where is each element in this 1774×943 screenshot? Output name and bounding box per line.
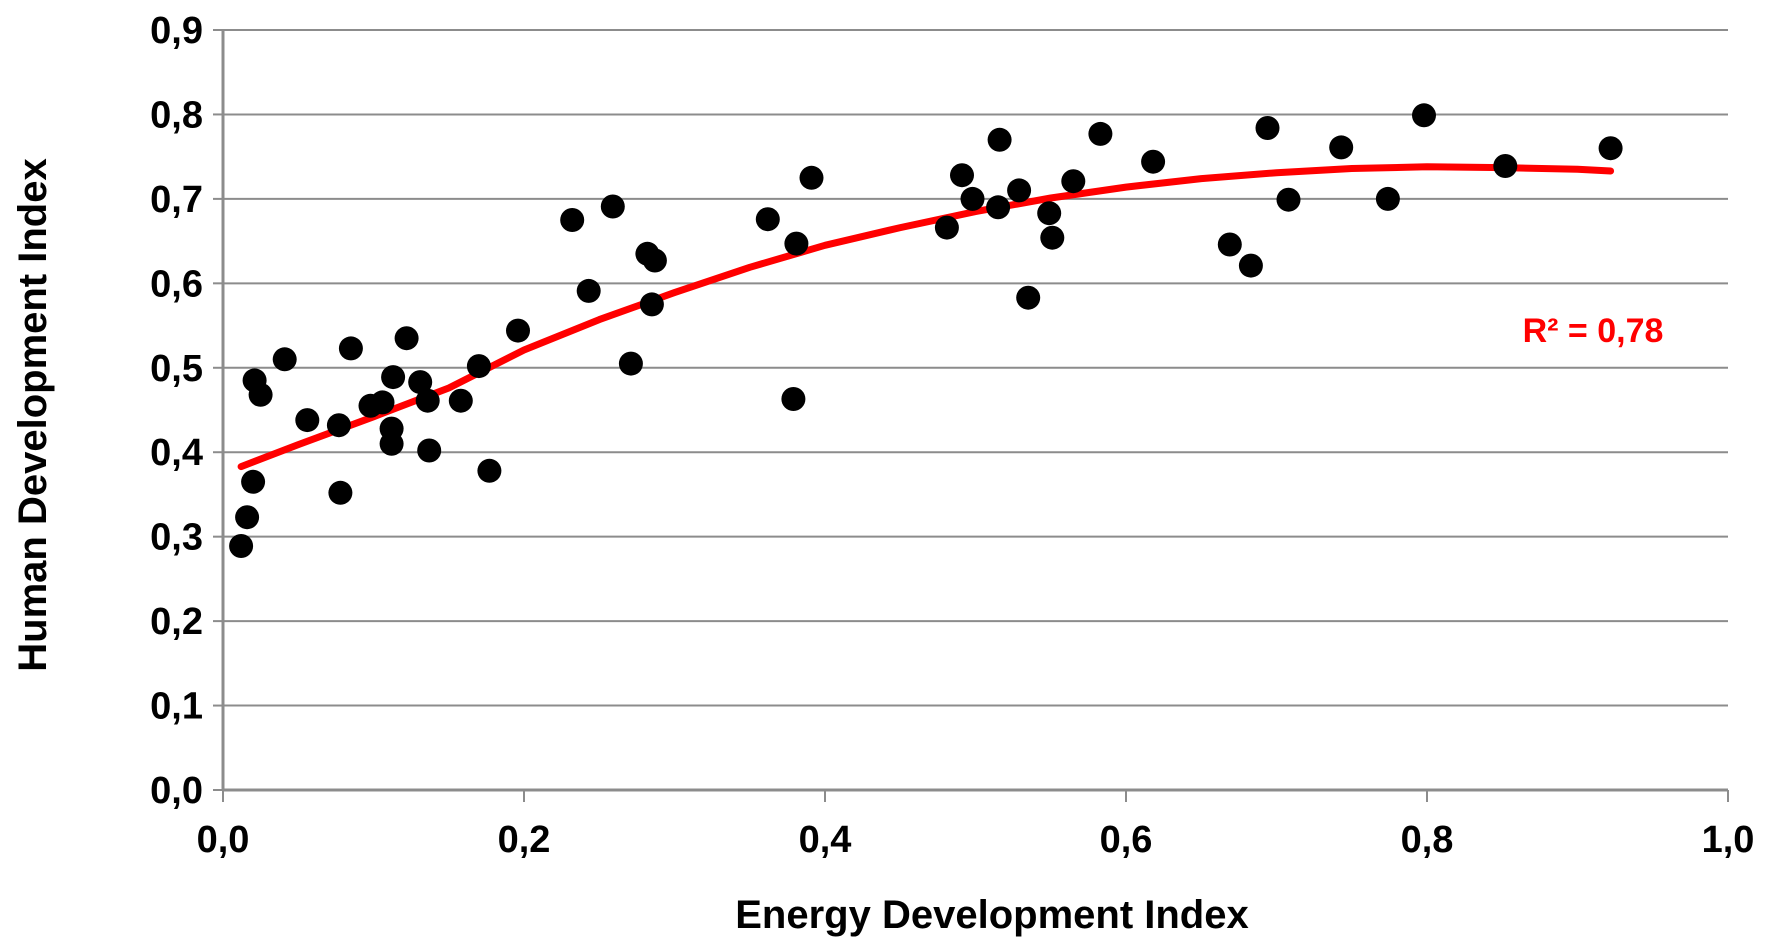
y-tick-label: 0,8 [150,94,203,136]
y-tick-label: 0,2 [150,601,203,643]
data-point [1040,225,1065,250]
x-tick-label: 0,6 [1100,819,1153,861]
x-axis-title: Energy Development Index [735,893,1248,937]
data-point [448,388,473,413]
y-tick-label: 0,6 [150,263,203,305]
y-tick-label: 0,0 [150,770,203,812]
data-point [755,207,780,232]
y-tick-labels: 0,0 0,1 0,2 0,3 0,4 0,5 0,6 0,7 0,8 0,9 [150,10,203,812]
data-point [1238,253,1263,278]
x-tick-labels: 0,0 0,2 0,4 0,6 0,8 1,0 [197,819,1755,861]
data-point [1016,285,1041,310]
data-point [799,165,824,190]
data-point [477,458,502,483]
x-tick-label: 0,2 [498,819,551,861]
data-point [986,195,1011,220]
data-point [950,163,974,188]
data-point [1007,178,1032,203]
data-point [248,382,273,407]
y-tick-label: 0,1 [150,686,203,728]
y-axis-title: Human Development Index [11,158,55,671]
data-points [229,103,1623,558]
data-point [328,480,353,505]
data-point [1141,149,1166,174]
data-point [560,208,585,232]
data-point [379,431,404,456]
gridlines [213,29,1729,802]
x-tick-label: 0,8 [1401,819,1454,861]
y-tick-label: 0,3 [150,517,203,559]
trendline [237,163,1615,471]
data-point [1217,232,1242,257]
data-point [381,365,406,390]
data-point [987,127,1012,152]
data-point [272,347,297,372]
data-point [415,388,440,413]
data-point [1329,135,1354,160]
data-point [506,318,530,343]
data-point [642,248,667,273]
data-point [1276,187,1301,212]
data-point [326,413,351,438]
y-tick-label: 0,5 [150,348,203,390]
r-squared-label: R² = 0,78 [1523,312,1664,350]
data-point [1255,116,1280,140]
data-point [781,387,806,411]
data-point [784,231,809,256]
axes [221,30,1728,792]
data-point [1088,121,1113,146]
data-point [338,336,363,361]
data-point [618,351,643,376]
data-point [417,438,442,463]
y-tick-label: 0,9 [150,10,203,52]
data-point [295,408,320,433]
data-point [466,354,491,379]
data-point [1412,103,1436,128]
data-point [1493,154,1518,178]
data-point [1375,186,1400,211]
trendline-curve [237,163,1615,471]
y-tick-label: 0,4 [150,432,203,474]
data-point [370,390,395,415]
data-point [1061,169,1086,194]
data-point [600,194,625,219]
data-point [960,186,985,211]
x-tick-label: 1,0 [1702,819,1755,861]
data-point [1037,201,1062,226]
x-tick-label: 0,4 [799,819,852,861]
data-point [1598,136,1623,161]
data-point [235,505,260,530]
data-point [229,534,254,558]
x-tick-label: 0,0 [197,819,250,861]
data-point [394,326,419,351]
data-point [408,370,433,395]
data-point [934,215,959,240]
y-tick-label: 0,7 [150,179,203,221]
data-point [241,469,266,494]
data-point [576,278,601,303]
data-point [639,292,664,317]
